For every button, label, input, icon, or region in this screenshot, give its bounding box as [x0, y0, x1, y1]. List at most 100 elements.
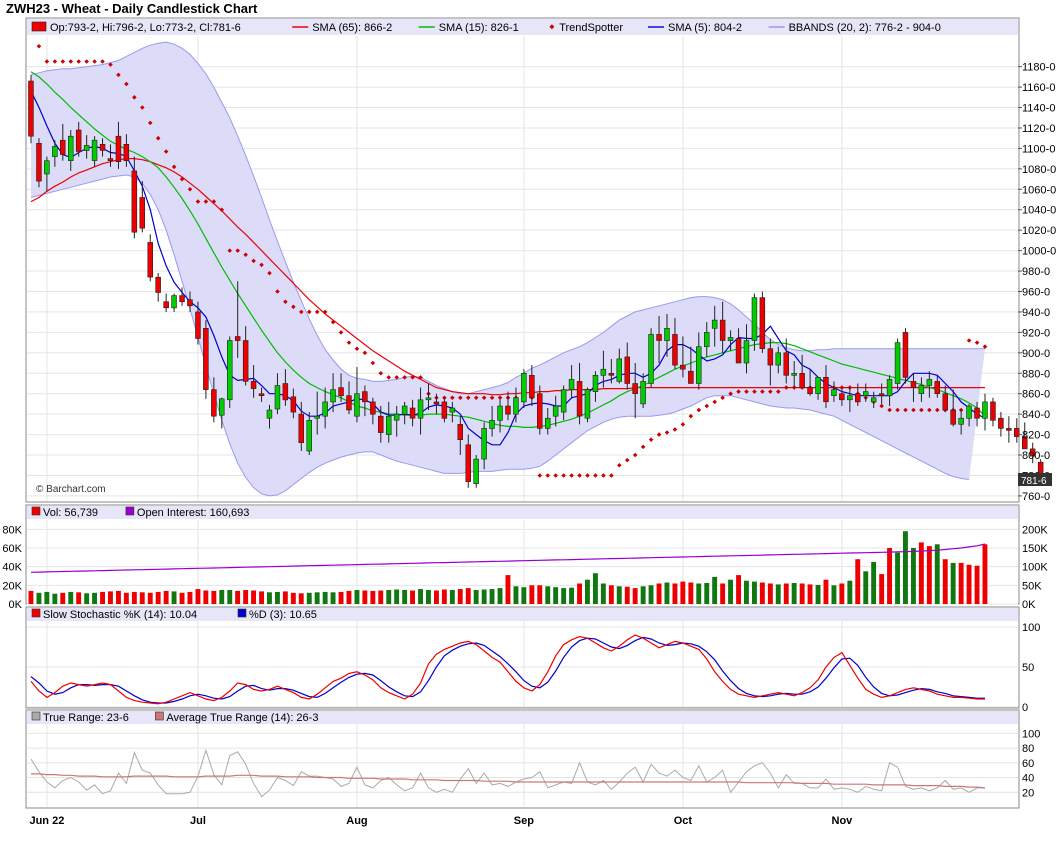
trendspotter-dot — [656, 432, 662, 437]
trendspotter-dot — [593, 473, 598, 478]
volume-bar — [52, 593, 58, 604]
volume-bar — [346, 590, 352, 604]
legend-label: Average True Range (14): 26-3 — [166, 712, 318, 724]
volume-bar — [887, 548, 892, 604]
candle-down — [211, 389, 217, 417]
true-range-tick-label: 20 — [1022, 787, 1034, 799]
candle-down — [441, 401, 448, 419]
candle-down — [910, 381, 917, 388]
trendspotter-dot — [903, 407, 908, 413]
volume-bar — [44, 591, 50, 604]
candle-up — [266, 409, 273, 419]
candle-down — [203, 327, 209, 390]
candle-down — [123, 144, 130, 162]
candle-up — [791, 372, 797, 376]
trendspotter-dot — [680, 422, 686, 427]
legend-square-swatch — [31, 506, 41, 516]
trendspotter-dot — [624, 457, 630, 463]
legend-label: Op:793-2, Hi:796-2, Lo:773-2, Cl:781-6 — [50, 22, 241, 34]
volume-bar — [402, 590, 408, 604]
volume-bar — [823, 579, 829, 604]
candle-up — [552, 405, 559, 417]
bollinger-band-fill — [31, 42, 985, 496]
candle-up — [743, 340, 750, 364]
true-range-legend-bar — [27, 711, 1018, 724]
candles — [28, 74, 1044, 488]
candle-down — [878, 393, 885, 397]
volume-bar — [982, 544, 988, 604]
volume-bar — [139, 592, 145, 604]
candle-up — [862, 391, 869, 397]
volume-bar — [211, 590, 217, 604]
candle-up — [775, 352, 781, 366]
price-tick-label: 900-0 — [1022, 348, 1050, 360]
trendspotter-dot — [783, 385, 789, 390]
volume-bar — [282, 591, 288, 604]
candle-up — [417, 399, 424, 419]
volume-bar — [600, 583, 606, 604]
oi-tick-label: 150K — [1022, 543, 1048, 555]
trendspotter-dot — [982, 344, 988, 349]
price-tick-label: 980-0 — [1022, 266, 1050, 278]
candle-down — [823, 376, 829, 403]
candle-down — [902, 332, 909, 378]
volume-legend-bar — [27, 506, 1018, 519]
candle-down — [735, 338, 742, 364]
price-tick-label: 880-0 — [1022, 368, 1050, 380]
candle-up — [91, 139, 98, 161]
price-tick-label: 1080-0 — [1022, 164, 1056, 176]
trendspotter-dot — [354, 346, 360, 351]
candle-up — [870, 397, 877, 403]
volume-bars — [28, 531, 988, 604]
true-range-plot-frame — [25, 709, 1020, 809]
true-range-panel: 20 40 60 80 100 True Range: 23-6 Average True… — [25, 709, 1040, 809]
trendspotter-dot — [736, 389, 741, 394]
legend-square-swatch — [155, 711, 164, 721]
candle-down — [672, 334, 678, 366]
true-range-lines — [30, 748, 986, 798]
candle-down — [115, 135, 122, 162]
trendspotter-dot — [370, 360, 376, 366]
date-axis: Jun 22 Jul Aug Sep Oct Nov — [29, 815, 853, 827]
legend-label: Slow Stochastic %K (14): 10.04 — [43, 609, 197, 621]
volume-bar — [60, 592, 66, 604]
trendspotter-dot — [704, 403, 710, 409]
legend-label: TrendSpotter — [559, 22, 623, 34]
true-range-legend: True Range: 23-6 Average True Range (14):… — [31, 711, 318, 724]
volume-tick-label: 80K — [2, 524, 22, 536]
true-range-line — [30, 748, 985, 798]
volume-bar — [903, 531, 908, 604]
volume-bar — [545, 586, 551, 604]
trendspotter-dot — [497, 395, 503, 401]
candle-down — [950, 409, 956, 425]
trendspotter-dot — [664, 430, 670, 435]
candle-up — [584, 389, 591, 419]
volume-bar — [577, 583, 582, 604]
price-tick-label: 1000-0 — [1022, 246, 1056, 258]
legend-square-swatch — [31, 711, 41, 721]
volume-bar — [322, 591, 328, 604]
candle-up — [425, 397, 432, 401]
candle-down — [767, 348, 774, 366]
price-tick-label: 1060-0 — [1022, 184, 1056, 196]
volume-bar — [497, 588, 503, 604]
trendspotter-dot — [346, 340, 352, 345]
trendspotter-dot — [338, 330, 344, 335]
candle-up — [52, 146, 58, 157]
stochastic-axis: 0 50 100 — [1022, 622, 1040, 714]
candle-down — [59, 139, 66, 155]
legend-label: SMA (65): 866-2 — [312, 22, 392, 34]
candle-down — [179, 295, 185, 303]
candle-down — [338, 387, 344, 397]
last-price-marker: 781-6 — [1018, 473, 1052, 487]
candle-down — [536, 393, 543, 429]
volume-bar — [537, 585, 543, 604]
candle-down — [234, 336, 241, 341]
trendspotter-dot — [688, 413, 694, 419]
legend-label: SMA (5): 804-2 — [668, 22, 742, 34]
true-range-tick-label: 80 — [1022, 743, 1034, 755]
volume-tick-label: 0K — [9, 599, 23, 611]
trendspotter-dot — [60, 59, 66, 64]
volume-bar — [227, 590, 233, 604]
